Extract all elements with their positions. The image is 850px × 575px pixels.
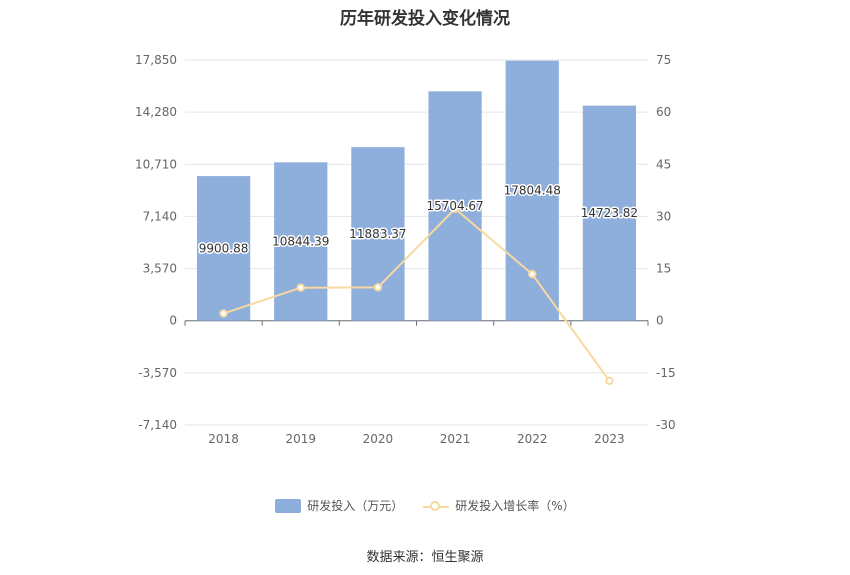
bar (196, 176, 251, 321)
legend-item-bar[interactable]: 研发投入（万元） (275, 497, 403, 514)
y-right-tick-label: -15 (656, 366, 676, 380)
y-left-tick-label: -3,570 (138, 366, 177, 380)
y-right-tick-label: -30 (656, 418, 676, 432)
bar-value-label: 17804.48 (504, 184, 561, 198)
growth-point (605, 376, 614, 386)
y-left-tick-label: -7,140 (138, 418, 177, 432)
y-left-tick-label: 3,570 (143, 262, 177, 276)
growth-point (450, 204, 460, 213)
y-left-tick-label: 0 (169, 314, 177, 328)
chart-title: 历年研发投入变化情况 (340, 9, 510, 29)
legend-line-label: 研发投入增长率（%） (455, 499, 575, 513)
chart-legend: 研发投入（万元） 研发投入增长率（%） (0, 497, 850, 514)
bar (582, 105, 637, 321)
x-tick-label: 2021 (440, 432, 471, 446)
growth-point (296, 283, 305, 292)
bar-value-label: 10844.39 (272, 235, 329, 249)
legend-line-swatch (423, 499, 450, 513)
y-right-tick-label: 30 (656, 209, 671, 223)
x-tick-label: 2019 (285, 432, 316, 446)
x-tick-label: 2022 (517, 432, 548, 446)
y-left-tick-label: 14,280 (135, 105, 177, 119)
bar-value-label: 15704.67 (426, 199, 483, 213)
y-right-tick-label: 0 (656, 314, 664, 328)
bar-value-label: 9900.88 (199, 241, 249, 255)
legend-item-line[interactable]: 研发投入增长率（%） (423, 497, 575, 514)
legend-bar-label: 研发投入（万元） (307, 499, 404, 513)
legend-bar-swatch (275, 498, 302, 513)
y-right-tick-label: 45 (656, 157, 671, 171)
y-left-tick-label: 7,140 (143, 209, 177, 223)
data-source-note: 数据来源：恒生聚源 (366, 550, 484, 565)
growth-point (219, 309, 228, 318)
x-tick-label: 2020 (363, 432, 394, 446)
x-tick-label: 2023 (594, 432, 625, 446)
bar-value-label: 11883.37 (349, 227, 406, 241)
growth-line (223, 207, 611, 382)
x-tick-label: 2018 (208, 432, 239, 446)
bar (351, 147, 405, 321)
growth-point (373, 283, 383, 292)
y-left-tick-label: 10,710 (135, 157, 177, 171)
y-left-tick-label: 17,850 (135, 53, 177, 67)
y-right-tick-label: 60 (656, 105, 671, 119)
y-right-tick-label: 15 (656, 262, 671, 276)
bar-value-label: 14723.82 (581, 206, 638, 220)
y-right-tick-label: 75 (656, 53, 671, 67)
growth-point (528, 269, 537, 279)
